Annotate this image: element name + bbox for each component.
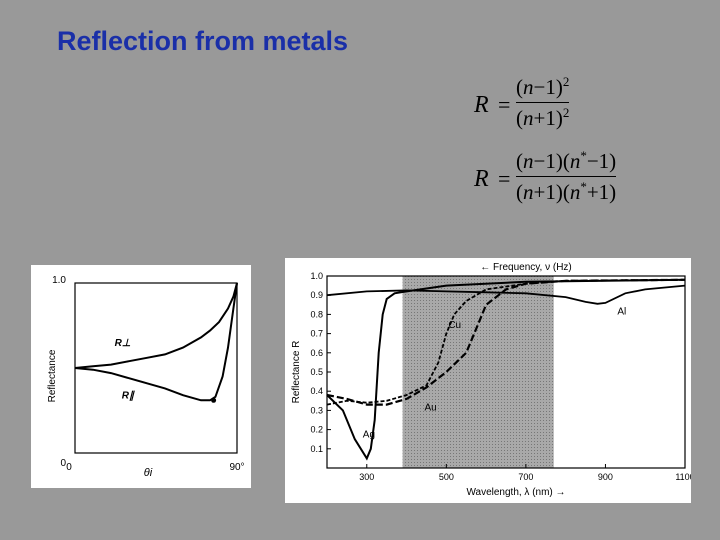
x-tick-label: 1100: [675, 472, 691, 482]
wavelength-reflectance-plot: ← Frequency, ν (Hz) 1.0 0.9 0.8 0.7 0.6 0.5 0.4…: [291, 262, 695, 498]
equation-normal-incidence: R = (n−1)2 (n+1)2: [474, 74, 570, 130]
series-label: R⊥: [115, 338, 131, 349]
chart-title: ← Frequency, ν (Hz): [480, 262, 572, 273]
y-tick-label: 0.7: [310, 329, 323, 339]
y-tick-label: 0.3: [310, 405, 323, 415]
equation-lhs: R: [474, 92, 489, 118]
x-tick-label: 700: [518, 472, 533, 482]
series-line: [326, 278, 686, 406]
y-axis-label: Reflectance: [47, 349, 58, 402]
y-tick-label: 0: [60, 458, 66, 469]
y-tick-label: 0.8: [310, 309, 323, 319]
series-line: [326, 278, 686, 406]
y-tick-label: 0.9: [310, 290, 323, 300]
x-tick-label: 900: [598, 472, 613, 482]
x-tick-label: 0: [66, 462, 72, 473]
series-label: R∥: [122, 391, 135, 402]
x-tick-label: 90°: [229, 462, 244, 473]
series-line: [74, 282, 238, 402]
y-tick-label: 1.0: [52, 275, 66, 286]
x-axis-label: θi: [144, 467, 153, 479]
plot-frame: [74, 282, 238, 454]
visible-band: [402, 276, 554, 468]
equation-complex-index: R = (n−1)(n*−1) (n+1)(n*+1): [474, 148, 617, 204]
equation-numerator: (n−1)(n*−1): [516, 148, 617, 173]
series-label: Ag: [363, 429, 375, 440]
brewster-point: [211, 397, 217, 403]
y-tick-label: 0.6: [310, 348, 323, 358]
equation-denominator: (n+1)(n*+1): [516, 179, 617, 204]
equation-denominator: (n+1)2: [516, 105, 570, 130]
y-tick-label: 0.1: [310, 444, 323, 454]
x-tick-label: 500: [439, 472, 454, 482]
y-axis-label: Reflectance R: [291, 341, 302, 404]
series-label: Al: [617, 306, 626, 317]
angle-reflectance-plot: 0 1.0 0 90° θi Reflectance R⊥ R∥: [47, 275, 245, 479]
equation-numerator: (n−1)2: [516, 74, 570, 99]
x-axis-label: Wavelength, λ (nm) →: [466, 487, 565, 498]
series-label: Cu: [448, 320, 461, 331]
reflectance-equations: R = (n−1)2 (n+1)2 R = (n−1)(n*−1) (n+1)(…: [462, 72, 662, 222]
wavelength-reflectance-chart: ← Frequency, ν (Hz) 1.0 0.9 0.8 0.7 0.6 0.5 0.4…: [285, 258, 695, 503]
x-tick-label: 300: [359, 472, 374, 482]
series-line: [74, 282, 238, 369]
equation-lhs: R: [474, 166, 489, 192]
page-title: Reflection from metals: [57, 26, 349, 56]
y-tick-label: 1.0: [310, 271, 323, 281]
y-tick-label: 0.4: [310, 386, 323, 396]
series-line: [326, 278, 686, 461]
angle-reflectance-chart: 0 1.0 0 90° θi Reflectance R⊥ R∥: [31, 265, 251, 488]
y-tick-label: 0.5: [310, 367, 323, 377]
series-label: Au: [424, 402, 436, 413]
y-tick-label: 0.2: [310, 425, 323, 435]
